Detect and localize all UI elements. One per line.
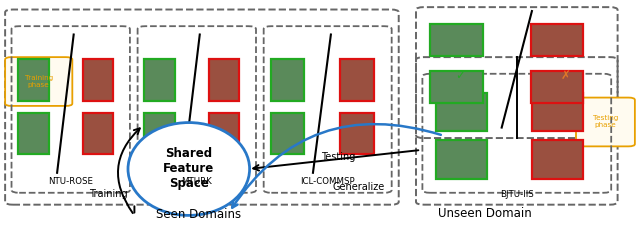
Bar: [144, 60, 175, 101]
Bar: [144, 113, 175, 154]
Bar: [18, 60, 49, 101]
Bar: [532, 93, 583, 131]
Text: BJTU-IIS: BJTU-IIS: [500, 190, 534, 199]
Bar: [436, 93, 486, 131]
Bar: [531, 71, 583, 103]
Bar: [209, 60, 239, 101]
Text: Training
phase: Training phase: [24, 75, 53, 88]
Bar: [430, 71, 483, 103]
Text: ICL-COMMSP: ICL-COMMSP: [300, 177, 355, 186]
Bar: [83, 113, 113, 154]
Bar: [531, 24, 583, 56]
Bar: [271, 113, 304, 154]
Text: MTURK: MTURK: [181, 177, 212, 186]
Bar: [83, 60, 113, 101]
Ellipse shape: [128, 123, 250, 215]
FancyBboxPatch shape: [5, 57, 72, 106]
Bar: [209, 113, 239, 154]
Bar: [340, 113, 374, 154]
Text: ✗: ✗: [560, 69, 570, 82]
Bar: [430, 24, 483, 56]
Text: Shared
Feature
Space: Shared Feature Space: [163, 148, 214, 190]
Text: ✓: ✓: [456, 69, 465, 82]
Text: NTU-ROSE: NTU-ROSE: [48, 177, 93, 186]
Text: Generalize: Generalize: [332, 182, 385, 192]
Bar: [271, 60, 304, 101]
Bar: [18, 113, 49, 154]
Bar: [436, 140, 486, 178]
Text: Testing: Testing: [321, 152, 355, 162]
Bar: [340, 60, 374, 101]
Text: Seen Domains: Seen Domains: [156, 208, 241, 221]
Text: Unseen Domain: Unseen Domain: [438, 207, 532, 219]
Bar: [532, 140, 583, 178]
Text: Training: Training: [90, 189, 128, 199]
FancyBboxPatch shape: [576, 98, 635, 146]
Text: Testing
phase: Testing phase: [593, 115, 618, 129]
